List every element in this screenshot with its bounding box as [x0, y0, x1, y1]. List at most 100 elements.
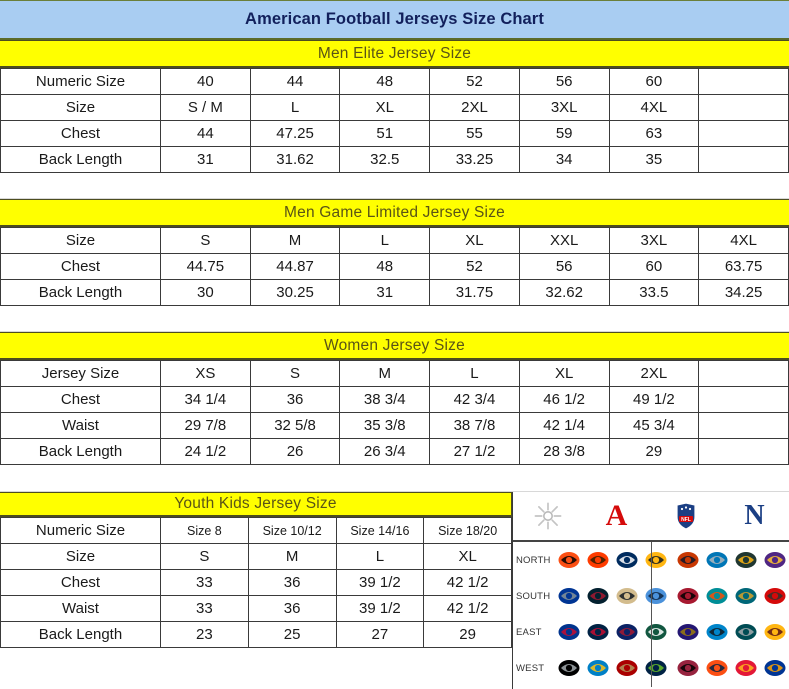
row-label: Chest	[0, 569, 161, 596]
giants-logo	[615, 620, 639, 644]
row-label: Back Length	[0, 621, 161, 648]
table-row: Back Length 31 31.62 32.5 33.25 34 35	[0, 146, 789, 173]
data-cell: 2XL	[429, 94, 520, 121]
eagles-logo	[734, 620, 758, 644]
browns-logo	[586, 548, 610, 572]
broncos-logo	[705, 656, 729, 680]
data-cell: 26 3/4	[339, 438, 431, 465]
data-cell: 36	[247, 569, 337, 596]
data-cell: 38 7/8	[429, 412, 520, 439]
packers-logo	[734, 548, 758, 572]
table-row: Chest 44.75 44.87 48 52 56 60 63.75	[0, 253, 789, 280]
data-cell: 63	[608, 120, 700, 147]
data-cell: 31	[339, 279, 431, 306]
seahawks-logo	[644, 656, 668, 680]
data-cell: 32 5/8	[249, 412, 341, 439]
data-cell: XL	[423, 543, 512, 570]
jets-logo	[644, 620, 668, 644]
page-title: American Football Jerseys Size Chart	[245, 10, 544, 28]
row-label: Back Length	[0, 279, 161, 306]
table-row: Waist 29 7/8 32 5/8 35 3/8 38 7/8 42 1/4 45 3/…	[0, 412, 789, 439]
nfc-slot: N	[720, 492, 789, 540]
data-cell: 27	[335, 621, 425, 648]
empty-cell	[698, 120, 789, 147]
row-label: Size	[0, 94, 161, 121]
division-row: EAST	[513, 614, 789, 650]
row-label: Back Length	[0, 146, 161, 173]
data-cell: 44.87	[249, 253, 341, 280]
section-title: Men Elite Jersey Size	[317, 44, 472, 62]
buccaneers-logo	[763, 584, 787, 608]
section-header-men-elite: Men Elite Jersey Size	[0, 40, 789, 68]
data-cell: 42 1/2	[423, 569, 512, 596]
data-cell: 52	[429, 253, 520, 280]
data-cell: L	[249, 94, 341, 121]
table-row: Jersey Size XS S M L XL 2XL	[0, 360, 789, 387]
division-row: NORTH	[513, 542, 789, 578]
table-row: Chest 34 1/4 36 38 3/4 42 3/4 46 1/2 49 1/2	[0, 386, 789, 413]
chargers-logo	[586, 656, 610, 680]
empty-cell	[698, 386, 789, 413]
data-cell: 3XL	[518, 94, 610, 121]
section-header-youth-kids: Youth Kids Jersey Size	[0, 492, 512, 517]
data-cell: 31.62	[249, 146, 341, 173]
row-label: Waist	[0, 595, 161, 622]
data-cell: 4XL	[698, 227, 789, 254]
division-label: SOUTH	[516, 590, 551, 602]
nfc-team-logos	[670, 650, 789, 686]
data-cell: 35	[608, 146, 700, 173]
data-cell: 23	[160, 621, 249, 648]
row-label: Numeric Size	[0, 517, 161, 544]
afc-team-logos	[555, 542, 670, 578]
division-row: SOUTH	[513, 578, 789, 614]
data-cell: 36	[249, 386, 341, 413]
table-women: Jersey Size XS S M L XL 2XL Chest 34 1/4 36 38 3/4…	[0, 360, 789, 465]
data-cell: S / M	[160, 94, 251, 121]
data-cell: 31.75	[429, 279, 520, 306]
empty-cell	[698, 94, 789, 121]
data-cell: L	[339, 227, 431, 254]
ravens-logo	[676, 620, 700, 644]
data-cell: 39 1/2	[335, 595, 425, 622]
data-cell: 56	[518, 253, 610, 280]
section-header-men-game-limited: Men Game Limited Jersey Size	[0, 199, 789, 227]
table-row: Numeric Size Size 8 Size 10/12 Size 14/16 Si…	[0, 517, 512, 544]
data-cell: 32.5	[339, 146, 431, 173]
data-cell: 34 1/4	[160, 386, 251, 413]
colts-logo	[615, 548, 639, 572]
division-label: EAST	[516, 626, 542, 638]
data-cell: 42 1/4	[518, 412, 610, 439]
data-cell: 4XL	[608, 94, 700, 121]
division-label: WEST	[516, 662, 545, 674]
empty-cell	[698, 360, 789, 387]
data-cell: 34.25	[698, 279, 789, 306]
data-cell: 31	[160, 146, 251, 173]
cowboys-logo	[557, 584, 581, 608]
table-row: Size S M L XL XXL 3XL 4XL	[0, 227, 789, 254]
bengals-logo	[557, 548, 581, 572]
conference-header-row: A NFL N	[513, 492, 789, 542]
starburst-icon	[534, 502, 562, 530]
data-cell: Size 10/12	[247, 517, 337, 544]
afc-slot: A	[582, 492, 651, 540]
bills-logo	[557, 620, 581, 644]
row-label: Chest	[0, 253, 161, 280]
data-cell: 60	[608, 253, 700, 280]
table-men-elite: Numeric Size 40 44 48 52 56 60 Size S / M L XL 2XL 3…	[0, 68, 789, 173]
table-row: Chest 33 36 39 1/2 42 1/2	[0, 569, 512, 596]
data-cell: 56	[518, 68, 610, 95]
afc-team-logos	[555, 614, 670, 650]
svg-text:NFL: NFL	[681, 517, 691, 523]
table-row: Back Length 23 25 27 29	[0, 621, 512, 648]
empty-cell	[698, 146, 789, 173]
afc-team-logos	[555, 578, 670, 614]
table-youth-kids: Numeric Size Size 8 Size 10/12 Size 14/16 Si…	[0, 517, 512, 648]
data-cell: XS	[160, 360, 251, 387]
data-cell: 25	[247, 621, 337, 648]
data-cell: 30.25	[249, 279, 341, 306]
row-label: Waist	[0, 412, 161, 439]
data-cell: 35 3/8	[339, 412, 431, 439]
vikings-logo	[763, 548, 787, 572]
data-cell: 45 3/4	[608, 412, 700, 439]
raiders-logo	[557, 656, 581, 680]
